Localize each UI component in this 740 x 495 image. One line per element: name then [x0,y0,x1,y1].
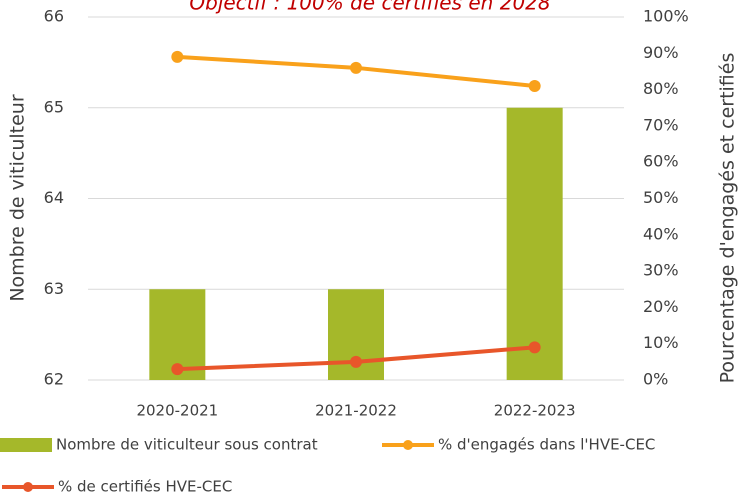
y2-tick-label: 30% [643,261,679,280]
point [350,61,362,74]
bar [506,107,563,380]
legend-marker [23,482,33,492]
y2-tick-label: 0% [643,370,668,389]
legend-label: Nombre de viticulteur sous contrat [56,436,318,454]
legend-swatch [0,438,52,452]
y-tick-label: 66 [44,7,64,26]
y-tick-label: 65 [44,97,64,116]
x-tick-label: 2021-2022 [315,402,397,420]
y-tick-label: 63 [44,279,64,298]
y2-tick-label: 10% [643,333,679,352]
legend-label: % de certifiés HVE-CEC [58,478,232,495]
y2-tick-label: 100% [643,7,689,26]
point [528,341,541,354]
y2-axis-label: Pourcentage d'engagés et certifiés [717,53,739,384]
y2-tick-label: 70% [643,115,679,134]
point [171,363,184,376]
chart-title: Objectif : 100% de certifiés en 2028 [189,0,550,15]
y-tick-label: 62 [44,370,64,389]
point [528,79,541,92]
x-tick-label: 2022-2023 [494,402,576,420]
point [350,355,362,368]
y2-tick-label: 60% [643,152,679,171]
legend-label: % d'engagés dans l'HVE-CEC [438,436,655,454]
point [171,50,184,63]
y-axis-label: Nombre de viticulteur [7,94,29,302]
y2-tick-label: 90% [643,43,679,62]
y2-tick-label: 50% [643,188,679,207]
y2-tick-label: 80% [643,79,679,98]
legend-marker [403,440,413,450]
y2-tick-label: 20% [643,297,679,316]
x-tick-label: 2020-2021 [136,402,218,420]
y-tick-label: 64 [44,188,64,207]
y2-tick-label: 40% [643,224,679,243]
